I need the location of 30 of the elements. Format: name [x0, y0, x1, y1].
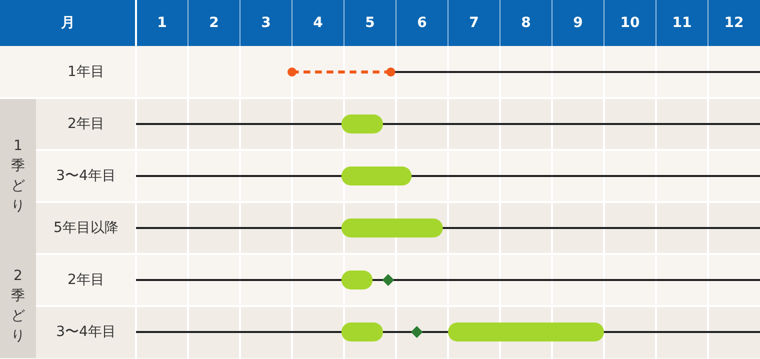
x-axis-title: 月: [60, 15, 75, 31]
y-tick-label: 3〜4年目: [56, 324, 116, 340]
bar: [448, 322, 604, 342]
bar: [136, 279, 760, 281]
point: [410, 326, 423, 338]
x-tick-label: 3: [261, 15, 271, 31]
x-tick-label: 8: [521, 15, 531, 31]
x-tick-label: 10: [620, 15, 640, 31]
x-tick-label: 5: [365, 15, 375, 31]
text: 1季どり: [11, 138, 25, 214]
bar: [136, 123, 760, 125]
x-tick-label: 1: [157, 15, 167, 31]
x-tick-label: 9: [573, 15, 583, 31]
text: 2季どり: [11, 268, 25, 344]
bar: [341, 322, 383, 342]
x-tick-label: 4: [313, 15, 324, 31]
y-tick-label: 2年目: [68, 272, 104, 288]
y-tick-label: 5年目以降: [54, 220, 118, 236]
y-tick-label: 2年目: [68, 116, 104, 132]
x-tick-label: 7: [469, 15, 479, 31]
bar: [341, 166, 412, 186]
point: [382, 274, 394, 286]
y-tick-label: 1年目: [68, 64, 104, 80]
bar: [341, 114, 383, 134]
x-tick-label: 11: [672, 15, 692, 31]
x-tick-label: 12: [724, 15, 744, 31]
x-tick-label: 6: [417, 15, 427, 31]
bar: [341, 218, 443, 238]
x-tick-label: 2: [209, 15, 219, 31]
y-tick-label: 3〜4年目: [56, 168, 116, 184]
